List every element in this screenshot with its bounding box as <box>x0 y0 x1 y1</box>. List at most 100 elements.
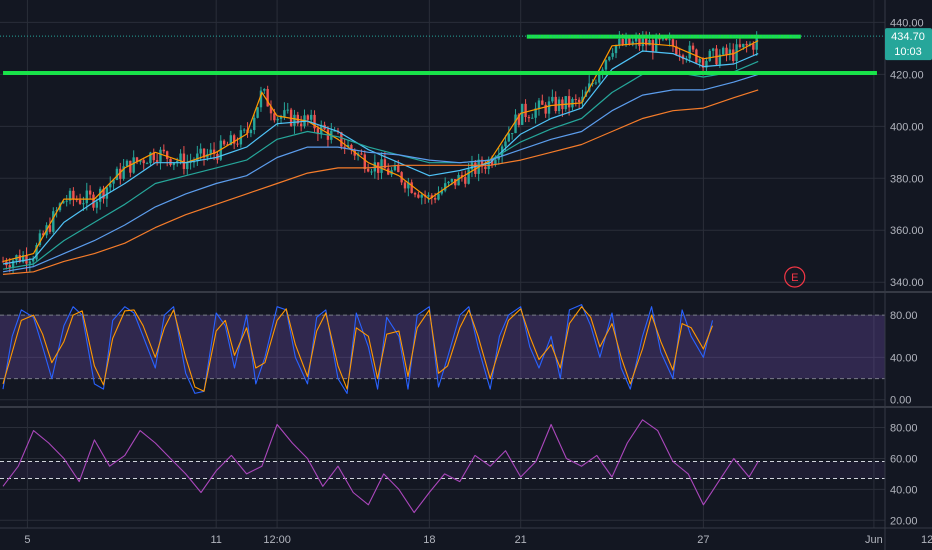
candle-body <box>641 38 644 47</box>
candle-body <box>742 43 745 48</box>
x-tick-label: Jun <box>865 534 883 546</box>
stochastic-y-tick-label: 40.00 <box>890 352 918 364</box>
candle-body <box>68 190 72 201</box>
candle-body <box>604 60 608 70</box>
candle-body <box>487 159 490 170</box>
candle-body <box>507 133 511 142</box>
candle-body <box>72 190 75 200</box>
moving-average-line-3 <box>2 60 759 270</box>
candle-body <box>1 261 5 263</box>
x-tick-label: 21 <box>515 534 527 546</box>
candle-body <box>102 188 105 199</box>
candle-body <box>55 210 58 212</box>
candle-body <box>517 114 521 125</box>
candle-body <box>212 149 216 155</box>
candle-body <box>78 199 82 204</box>
candle-body <box>437 193 440 200</box>
candle-body <box>457 175 460 186</box>
candle-body <box>628 37 631 45</box>
candle-body <box>577 99 581 103</box>
candle-body <box>370 171 373 173</box>
candle-body <box>567 96 571 108</box>
candle-body <box>484 166 487 170</box>
candle-body <box>467 169 470 184</box>
candle-body <box>447 181 450 184</box>
candle-body <box>253 117 256 131</box>
candle-body <box>149 152 152 164</box>
candle-body <box>286 109 289 111</box>
candle-body <box>8 265 11 268</box>
candle-body <box>644 38 648 46</box>
event-markers[interactable]: E <box>784 266 806 288</box>
candle-body <box>132 157 135 173</box>
candle-body <box>681 55 685 60</box>
candle-body <box>417 194 420 198</box>
candle-body <box>494 159 497 165</box>
candle-body <box>547 101 551 114</box>
candle-body <box>135 157 139 162</box>
candle-body <box>668 39 671 41</box>
candle-body <box>510 133 514 135</box>
candle-body <box>514 114 517 134</box>
candle-body <box>105 187 109 199</box>
candle-body <box>383 159 387 169</box>
price-y-tick-label: 340.00 <box>890 277 924 289</box>
candle-body <box>678 54 681 56</box>
x-tick-label: 11 <box>210 534 221 546</box>
bar-countdown: 10:03 <box>894 46 922 58</box>
stochastic-y-tick-label: 80.00 <box>890 310 918 322</box>
candle-body <box>88 190 92 195</box>
candle-body <box>256 107 259 118</box>
rsi-y-tick-label: 60.00 <box>890 453 918 465</box>
candle-body <box>283 110 286 117</box>
candle-body <box>98 188 102 202</box>
candle-body <box>11 260 15 268</box>
candle-body <box>249 130 253 134</box>
candle-body <box>634 38 638 42</box>
moving-average-line-5 <box>2 89 759 275</box>
candle-body <box>263 89 266 91</box>
candle-body <box>534 108 537 118</box>
candle-body <box>273 113 276 121</box>
horizontal-levels[interactable] <box>0 34 885 76</box>
candle-body <box>738 44 742 48</box>
candle-body <box>544 104 547 114</box>
candle-body <box>624 37 628 45</box>
candle-body <box>155 160 159 162</box>
x-tick-label: 12:00 <box>263 534 291 546</box>
candle-body <box>460 175 464 178</box>
candle-body <box>92 194 95 208</box>
candle-body <box>440 190 444 194</box>
candle-body <box>196 153 199 162</box>
candle-body <box>380 159 383 173</box>
price-y-tick-label: 400.00 <box>890 121 924 133</box>
candle-body <box>176 160 179 163</box>
candle-body <box>199 148 202 154</box>
candle-body <box>340 132 343 147</box>
candle-body <box>169 158 172 166</box>
axes: 440.00 420.00 400.00 380.00 360.00 340.00 80.0… <box>24 17 932 546</box>
candle-body <box>752 43 755 50</box>
candle-body <box>269 106 273 114</box>
candle-body <box>192 161 196 163</box>
candle-body <box>574 98 578 100</box>
earnings-marker-circle[interactable] <box>784 266 806 288</box>
candle-body <box>551 96 554 102</box>
candle-body <box>654 35 658 52</box>
stochastic-series-line-2 <box>2 306 714 392</box>
candle-body <box>638 38 641 47</box>
moving-average-line-1 <box>2 40 759 262</box>
candle-body <box>403 182 407 189</box>
candle-body <box>276 118 279 121</box>
candle-body <box>232 135 236 144</box>
candle-body <box>648 40 651 46</box>
moving-average-line-2 <box>2 50 759 265</box>
candle-body <box>608 56 611 61</box>
candle-body <box>393 165 397 171</box>
candle-body <box>474 162 477 174</box>
rsi-y-tick-label: 80.00 <box>890 423 918 435</box>
candle-body <box>454 179 457 186</box>
candle-body <box>701 59 705 68</box>
